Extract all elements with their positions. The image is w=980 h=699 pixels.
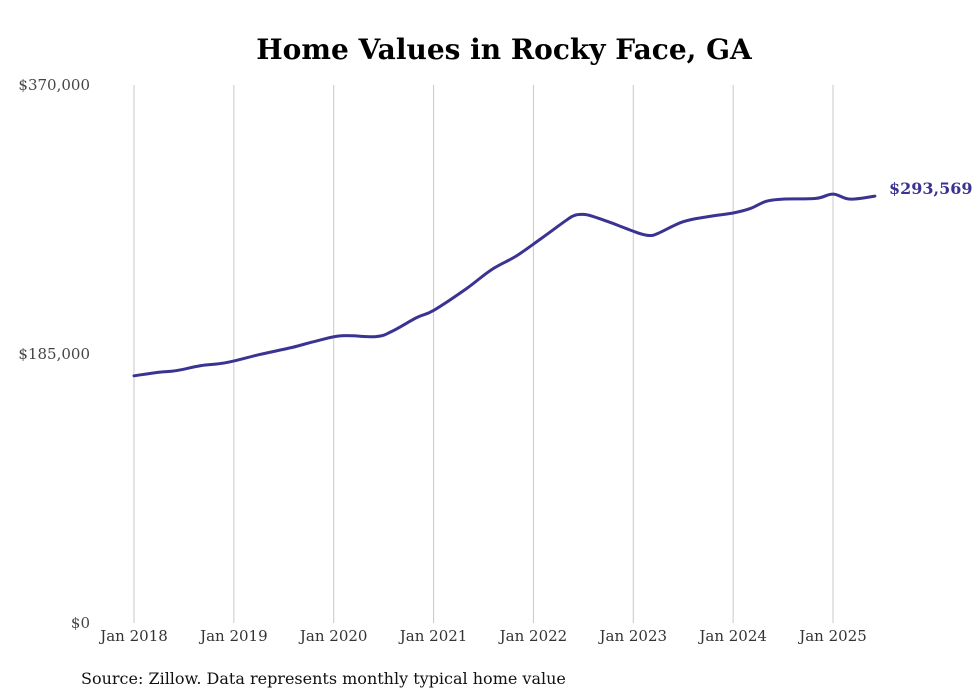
y-tick-label: $185,000 xyxy=(18,345,90,363)
x-tick-label: Jan 2022 xyxy=(498,627,568,645)
x-tick-label: Jan 2019 xyxy=(198,627,268,645)
gridlines xyxy=(133,85,834,623)
series-group xyxy=(132,192,877,378)
y-axis-ticks: $0 $185,000 $370,000 xyxy=(18,76,90,632)
source-note: Source: Zillow. Data represents monthly … xyxy=(81,669,566,688)
y-tick-label: $370,000 xyxy=(18,76,90,94)
x-tick-label: Jan 2020 xyxy=(298,627,368,645)
x-tick-label: Jan 2024 xyxy=(697,627,767,645)
series-line-0 xyxy=(132,192,877,378)
end-value-label: $293,569 xyxy=(889,179,973,198)
x-tick-label: Jan 2021 xyxy=(398,627,468,645)
x-tick-label: Jan 2023 xyxy=(598,627,668,645)
chart-title: Home Values in Rocky Face, GA xyxy=(256,33,753,66)
y-tick-label: $0 xyxy=(71,614,90,632)
x-tick-label: Jan 2018 xyxy=(98,627,168,645)
x-tick-label: Jan 2025 xyxy=(797,627,867,645)
x-axis-ticks: Jan 2018 Jan 2019 Jan 2020 Jan 2021 Jan 2022… xyxy=(98,627,867,645)
